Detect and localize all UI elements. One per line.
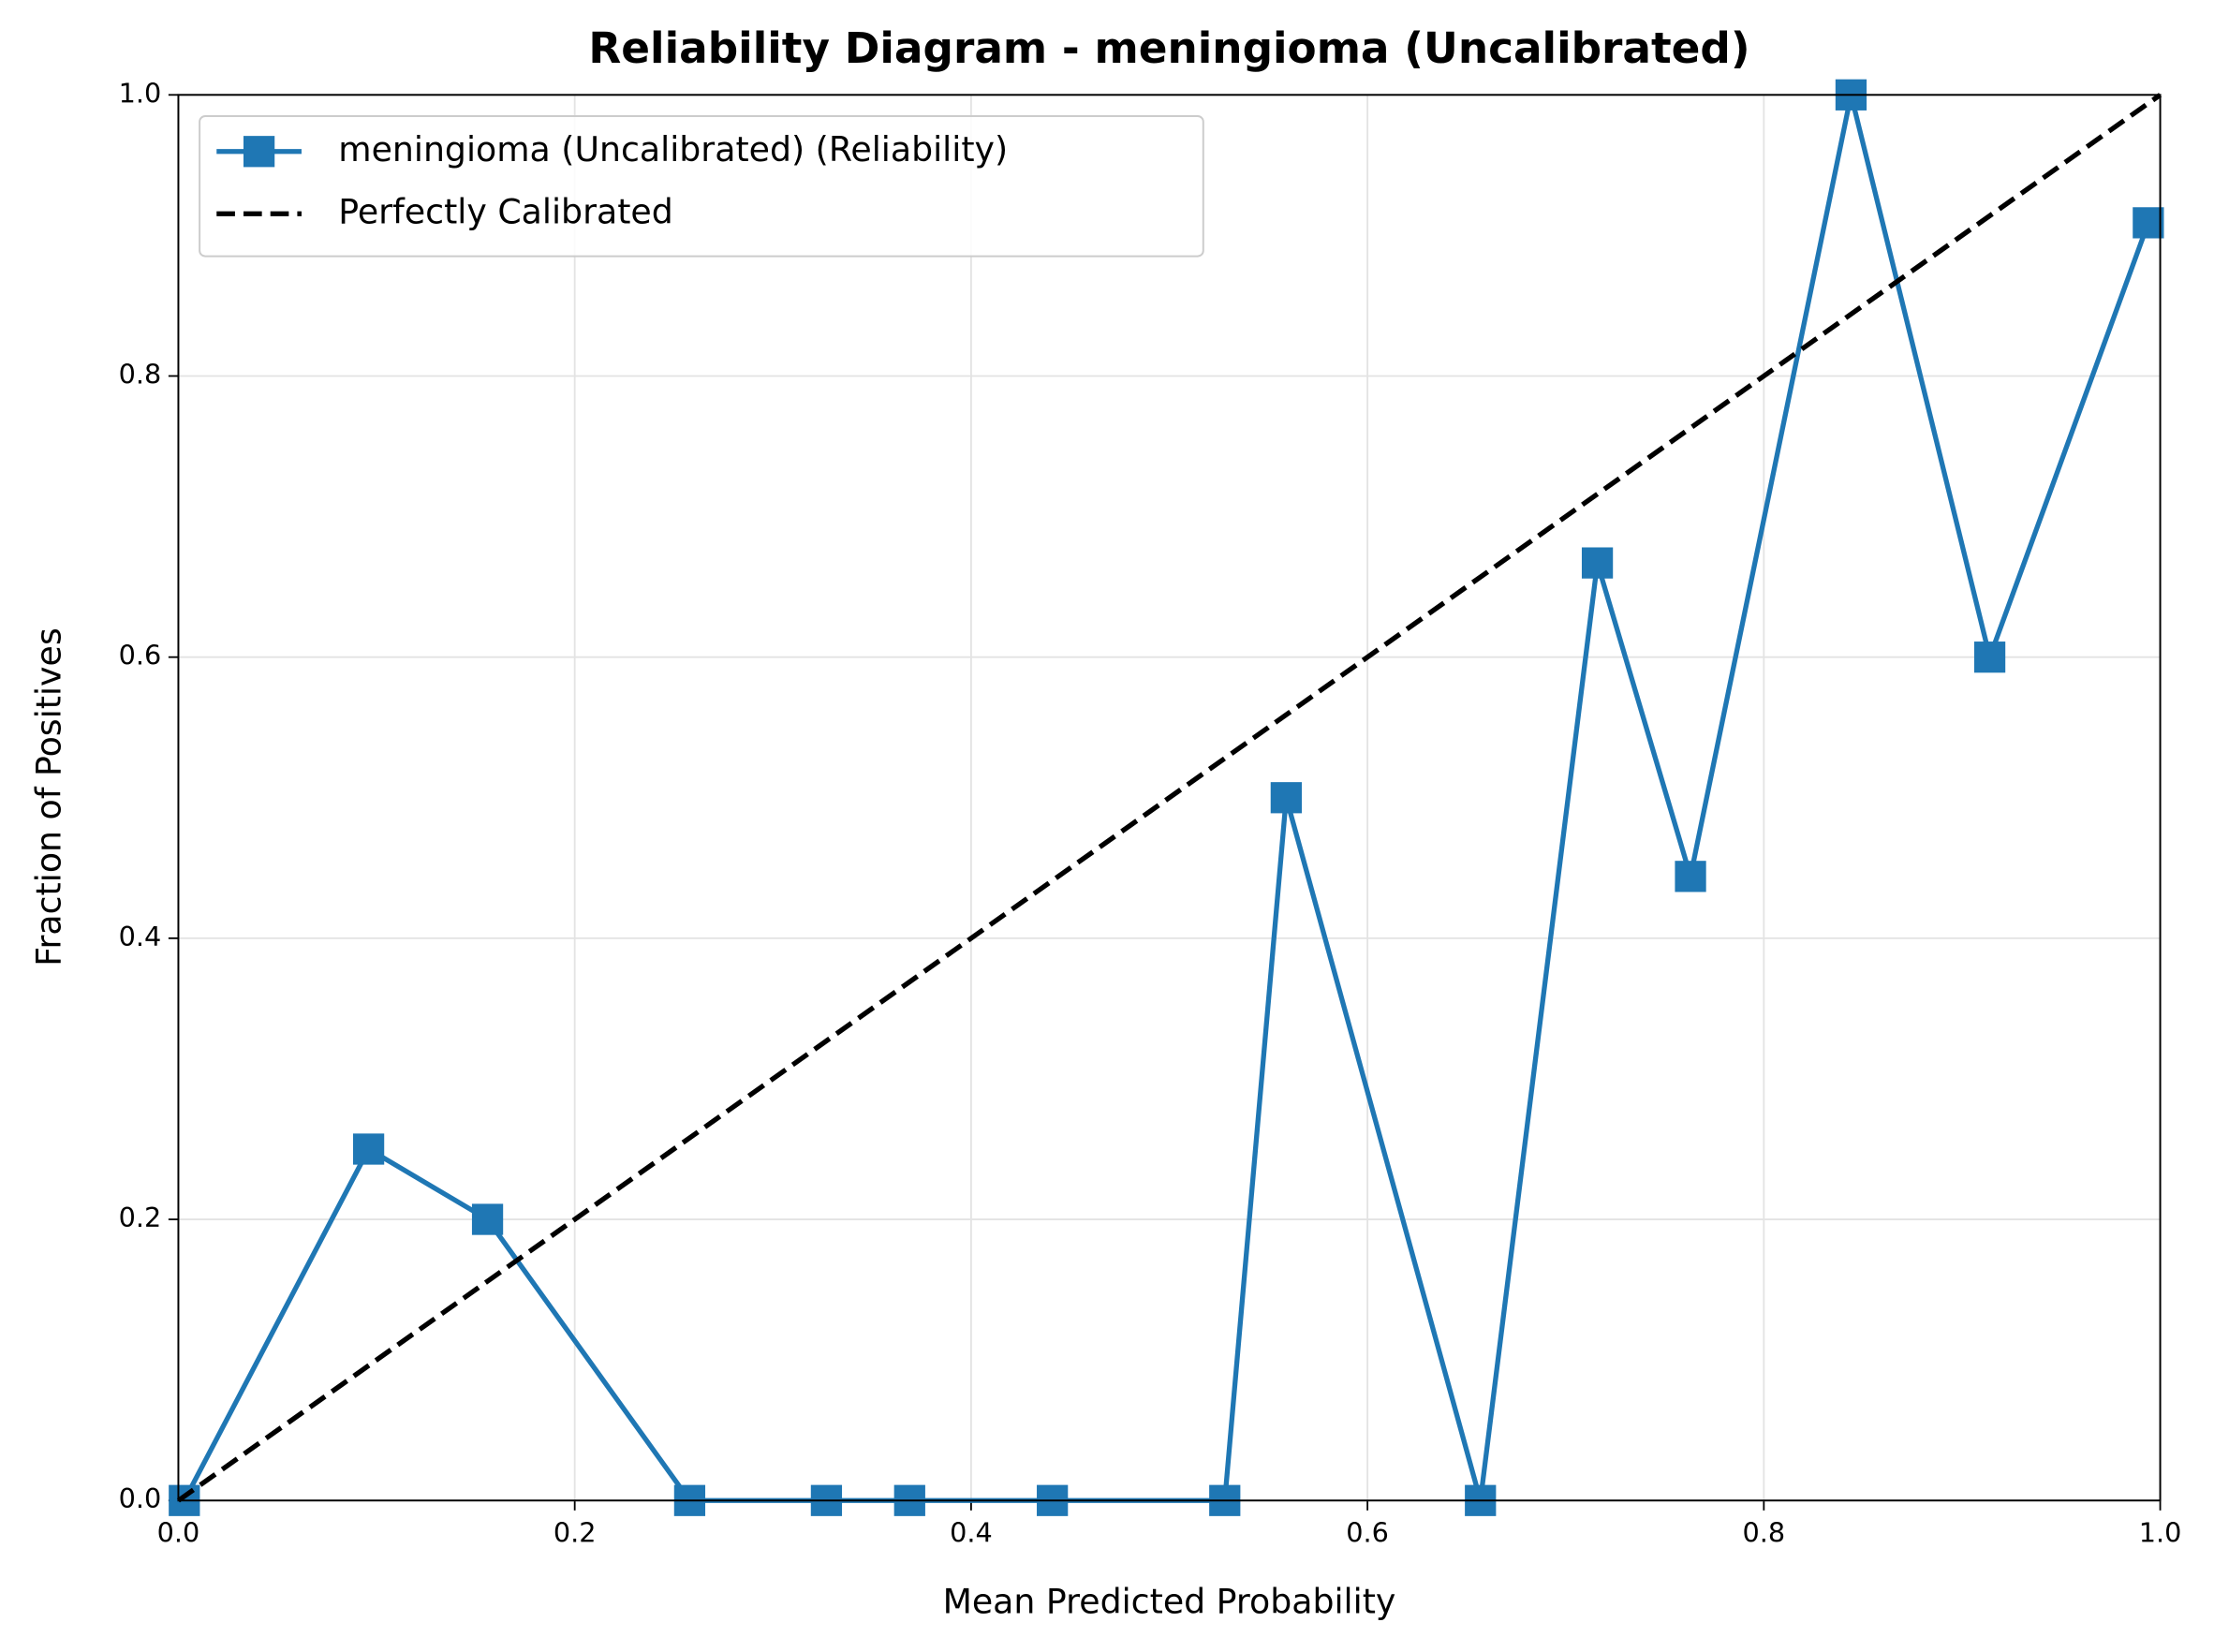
chart-title: Reliability Diagram - meningioma (Uncali… xyxy=(588,23,1749,73)
plot-frame xyxy=(177,94,2162,1502)
marker xyxy=(1675,861,1706,892)
marker xyxy=(352,1133,385,1165)
y-tick-label: 0.8 xyxy=(119,358,162,390)
marker xyxy=(2133,207,2164,239)
marker xyxy=(1973,642,2006,673)
x-axis-label: Mean Predicted Probability xyxy=(943,1582,1396,1622)
marker xyxy=(1581,547,1614,579)
y-axis-label: Fraction of Positives xyxy=(28,627,68,966)
y-tick-label: 0.4 xyxy=(119,921,162,952)
y-tick-label: 0.6 xyxy=(119,640,162,671)
legend-label: meningioma (Uncalibrated) (Reliability) xyxy=(338,129,1008,170)
x-tick-label: 0.0 xyxy=(157,1517,200,1549)
y-tick-label: 0.0 xyxy=(119,1482,162,1514)
x-tick-label: 0.6 xyxy=(1346,1517,1389,1549)
x-tick-label: 0.8 xyxy=(1743,1517,1786,1549)
y-tick-label: 1.0 xyxy=(119,77,162,109)
series-line xyxy=(176,93,2162,1503)
x-tick-label: 1.0 xyxy=(2139,1517,2182,1549)
y-tick-label: 0.2 xyxy=(119,1202,162,1233)
legend-box xyxy=(199,114,1204,258)
legend-marker xyxy=(243,136,275,168)
x-tick-label: 0.4 xyxy=(950,1517,993,1549)
marker xyxy=(1270,782,1302,814)
legend-label: Perfectly Calibrated xyxy=(338,191,673,231)
marker xyxy=(471,1203,504,1235)
x-tick-label: 0.2 xyxy=(554,1517,597,1549)
